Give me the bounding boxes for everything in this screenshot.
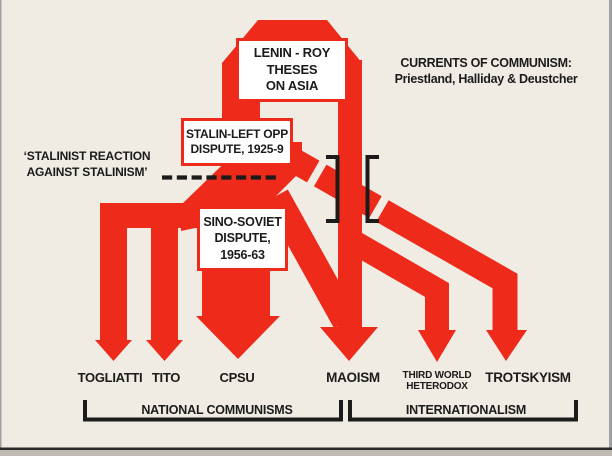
label-third-world-line-1: THIRD WORLD xyxy=(402,370,472,381)
sino-soviet-box: SINO-SOVIET DISPUTE, 1956-63 xyxy=(197,206,288,271)
national-communisms-bracket xyxy=(83,400,343,422)
lenin-roy-line-3: ON ASIA xyxy=(265,78,319,94)
third-world-band xyxy=(346,230,449,333)
maoism-arrowhead xyxy=(320,327,378,361)
frame-left-edge xyxy=(0,0,2,448)
note-line-2: AGAINST STALINISM’ xyxy=(26,164,148,179)
label-cpsu: CPSU xyxy=(219,370,255,385)
frame-bottom-strip xyxy=(0,450,612,456)
trotskyism-arrowhead xyxy=(486,330,527,361)
stalin-left-opp-box: STALIN-LEFT OPP DISPUTE, 1925-9 xyxy=(181,118,293,166)
diagram-title: CURRENTS OF COMMUNISM: xyxy=(400,56,572,70)
group-brackets xyxy=(83,400,578,422)
left-bracket xyxy=(326,155,340,223)
diagram-title-block: CURRENTS OF COMMUNISM: Priestland, Halli… xyxy=(372,56,600,87)
sino-line-1: SINO-SOVIET xyxy=(203,214,282,229)
trotskyism-band xyxy=(265,137,518,333)
band-gap-2 xyxy=(367,192,391,226)
togliatti-shaft xyxy=(100,203,127,342)
right-bracket xyxy=(365,155,379,223)
tito-shaft xyxy=(151,220,178,342)
third-world-arrowhead xyxy=(418,330,456,362)
internationalism-bracket xyxy=(348,400,578,422)
lenin-roy-line-2: THESES xyxy=(266,61,318,77)
cpsu-arrowhead xyxy=(196,316,280,359)
label-maoism: MAOISM xyxy=(326,370,380,385)
band-gap-1 xyxy=(305,156,329,190)
stalinist-reaction-note: ‘STALINIST REACTION AGAINST STALINISM’ xyxy=(12,149,162,180)
lenin-roy-box: LENIN - ROY THESES ON ASIA xyxy=(236,38,348,102)
stalin-line-2: DISPUTE, 1925-9 xyxy=(190,142,284,156)
tito-arrowhead xyxy=(146,340,183,361)
label-trotskyism: TROTSKYISM xyxy=(485,370,571,385)
sino-line-2: DISPUTE, xyxy=(214,231,271,246)
note-line-1: ‘STALINIST REACTION xyxy=(23,149,151,163)
band-break-gaps xyxy=(305,156,391,226)
stalin-line-1: STALIN-LEFT OPP xyxy=(185,126,289,141)
label-third-world-line-2: HETERODOX xyxy=(406,380,468,392)
sino-line-3: 1956-63 xyxy=(220,247,265,262)
label-togliatti: TOGLIATTI xyxy=(77,370,143,385)
frame-right-edge xyxy=(609,0,612,448)
frame-bottom-line xyxy=(0,447,612,450)
label-national-communisms: NATIONAL COMMUNISMS xyxy=(141,403,293,417)
label-internationalism: INTERNATIONALISM xyxy=(405,403,527,417)
crossing-brackets xyxy=(326,155,379,223)
diagram-subtitle: Priestland, Halliday & Deustcher xyxy=(394,71,578,86)
label-third-world: THIRD WORLD HETERODOX xyxy=(402,370,472,392)
label-tito: TITO xyxy=(151,370,181,385)
togliatti-arrowhead xyxy=(95,340,132,361)
lenin-roy-line-1: LENIN - ROY xyxy=(253,45,331,61)
